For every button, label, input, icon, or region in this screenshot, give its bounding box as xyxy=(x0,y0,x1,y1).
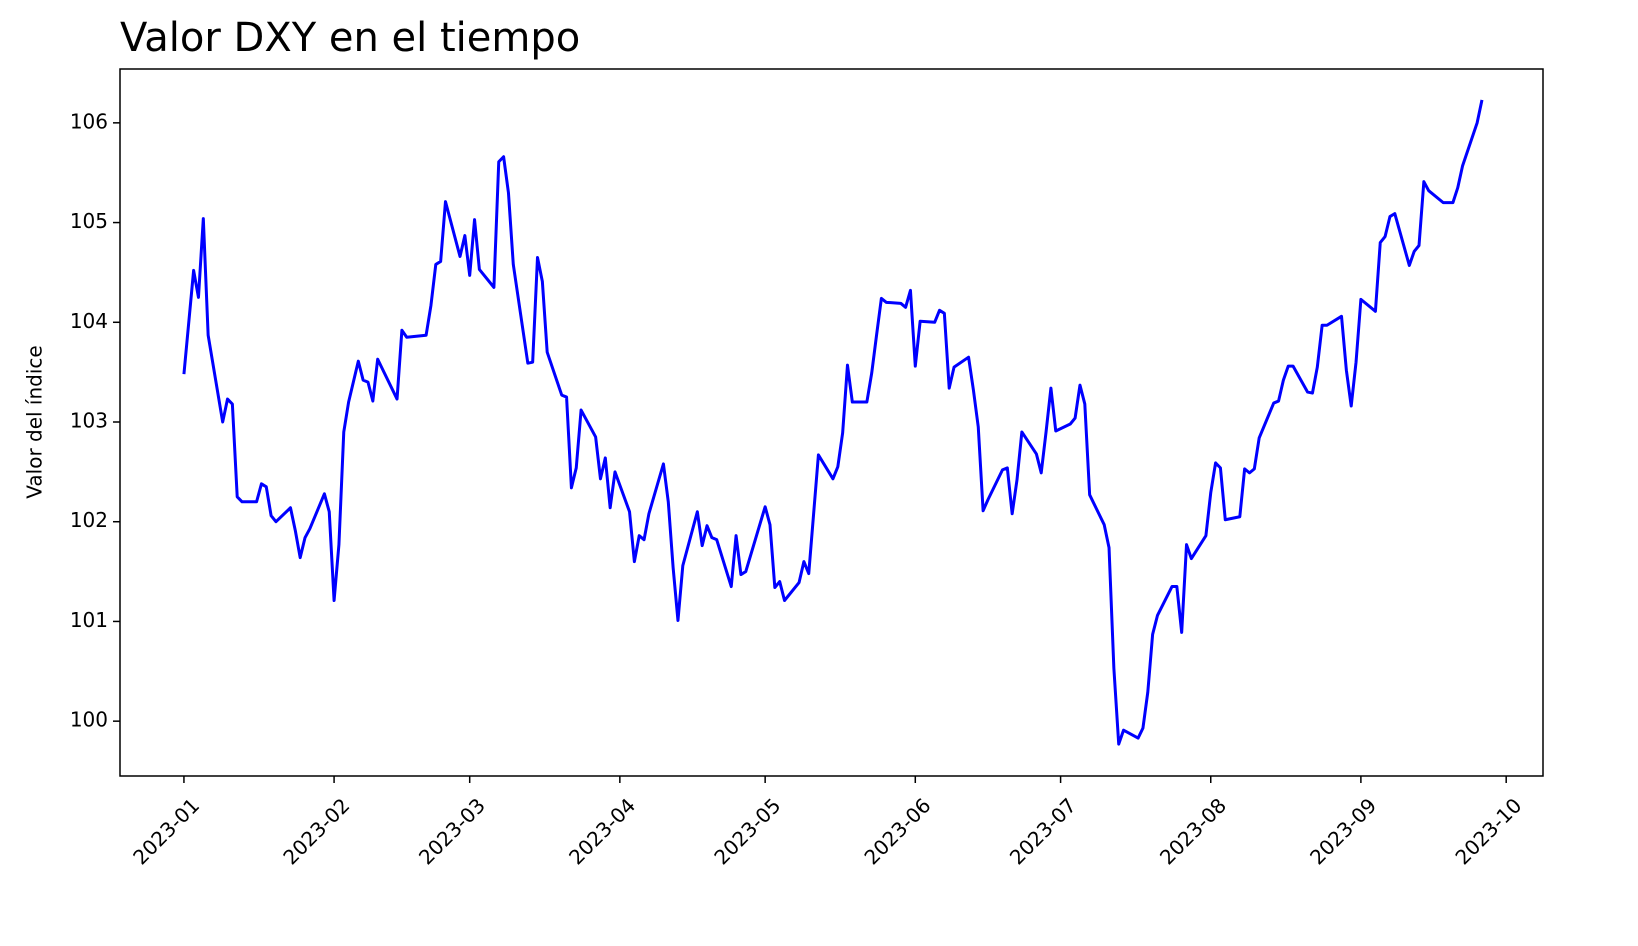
x-tick-label: 2023-03 xyxy=(414,793,490,869)
x-tick-label: 2023-02 xyxy=(278,793,354,869)
y-tick-label: 106 xyxy=(70,109,108,133)
x-tick-label: 2023-10 xyxy=(1450,793,1526,869)
x-tick-label: 2023-05 xyxy=(709,793,785,869)
y-tick-label: 102 xyxy=(70,508,108,532)
y-tick-label: 104 xyxy=(70,309,108,333)
y-tick-label: 103 xyxy=(70,409,108,433)
x-tick-label: 2023-06 xyxy=(860,793,936,869)
y-tick-label: 105 xyxy=(70,209,108,233)
plot-frame xyxy=(119,68,1544,777)
x-tick-label: 2023-09 xyxy=(1305,793,1381,869)
chart-title: Valor DXY en el tiempo xyxy=(120,15,580,61)
x-tick-label: 2023-07 xyxy=(1005,793,1081,869)
x-tick-label: 2023-04 xyxy=(564,793,640,869)
x-tick-label: 2023-01 xyxy=(128,793,204,869)
y-tick-label: 101 xyxy=(70,608,108,632)
x-tick-label: 2023-08 xyxy=(1155,793,1231,869)
y-tick-label: 100 xyxy=(70,708,108,732)
data-line xyxy=(182,99,1484,746)
y-axis-label: Valor del índice xyxy=(23,345,47,498)
